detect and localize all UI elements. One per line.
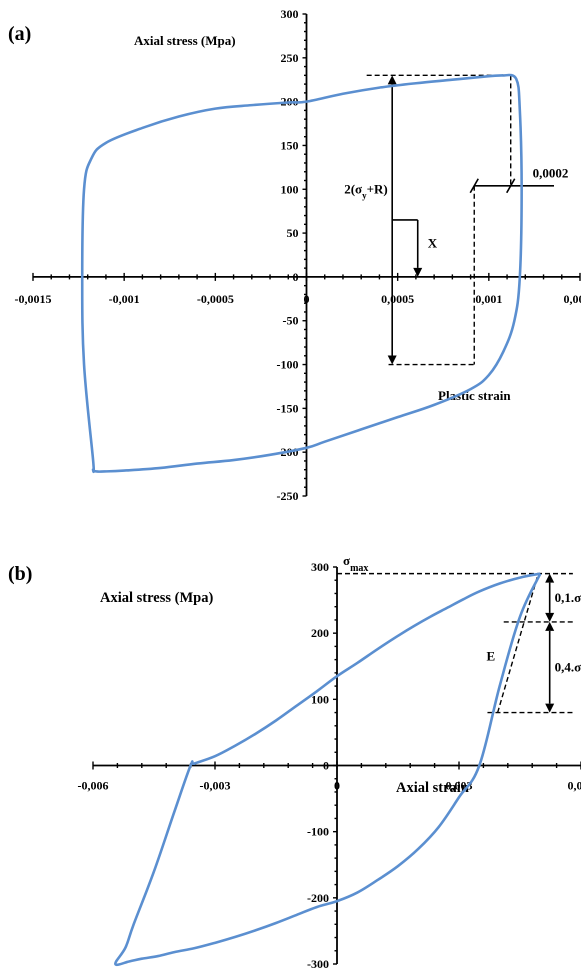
b-arrow-04-head-top bbox=[545, 621, 555, 631]
a-amplitude-arrow-head-bottom bbox=[387, 355, 397, 365]
panel-b: (b) Axial stress (Mpa) Axial strain -0,0… bbox=[8, 553, 581, 971]
panel-a-label: (a) bbox=[8, 23, 31, 45]
a-x-tick-label: 0,0005 bbox=[381, 292, 414, 306]
a-y-tick-label: 100 bbox=[281, 182, 299, 196]
a-backstress-arrow-head bbox=[413, 267, 423, 277]
panel-b-y-axis-title: Axial stress (Mpa) bbox=[100, 590, 213, 606]
b-x-tick-label: 0,006 bbox=[568, 779, 581, 793]
b-y-tick-label: -200 bbox=[307, 891, 329, 905]
b-y-tick-label: 200 bbox=[311, 626, 329, 640]
b-y-tick-label: -100 bbox=[307, 825, 329, 839]
b-label-01: 0,1.σmax bbox=[555, 590, 581, 609]
a-x-tick-label: -0,0015 bbox=[15, 292, 52, 306]
panel-b-label: (b) bbox=[8, 563, 32, 585]
a-y-tick-label: -150 bbox=[277, 401, 299, 415]
a-x-tick-label: -0,0005 bbox=[197, 292, 234, 306]
a-offset-tick-right bbox=[506, 178, 516, 194]
a-x-tick-label: -0,001 bbox=[109, 292, 140, 306]
b-elastic-slope-label: E bbox=[487, 648, 496, 663]
a-y-tick-label: -50 bbox=[283, 314, 299, 328]
b-hysteresis-loop bbox=[114, 572, 542, 967]
panel-b-x-axis-title: Axial strain bbox=[396, 780, 469, 796]
b-smax-label: σmax bbox=[343, 553, 368, 574]
panel-a-x-axis-title: Plastic strain bbox=[438, 388, 511, 403]
a-y-tick-label: 300 bbox=[281, 7, 299, 21]
b-arrow-04-head-bottom bbox=[545, 703, 555, 713]
a-amplitude-arrow-head-top bbox=[387, 75, 397, 85]
a-y-tick-label: -100 bbox=[277, 358, 299, 372]
b-label-04: 0,4.σmax bbox=[555, 660, 581, 679]
a-y-tick-label: 50 bbox=[287, 226, 299, 240]
b-y-tick-label: 100 bbox=[311, 692, 329, 706]
b-arrow-01-head-top bbox=[545, 573, 555, 583]
b-x-tick-label: -0,006 bbox=[78, 779, 109, 793]
b-elastic-slope-line bbox=[496, 573, 539, 713]
b-y-tick-label: 0 bbox=[323, 759, 329, 773]
a-hysteresis-loop bbox=[80, 73, 523, 474]
b-x-tick-label: -0,003 bbox=[200, 779, 231, 793]
a-y-tick-label: 150 bbox=[281, 138, 299, 152]
b-y-tick-label: -300 bbox=[307, 957, 329, 971]
a-offset-tick-left bbox=[469, 178, 479, 194]
a-y-tick-label: 0 bbox=[293, 270, 299, 284]
b-arrow-01-head-bottom bbox=[545, 612, 555, 622]
panel-a-y-axis-title: Axial stress (Mpa) bbox=[134, 33, 236, 48]
b-x-tick-label: 0 bbox=[334, 779, 340, 793]
a-y-tick-label: 250 bbox=[281, 51, 299, 65]
a-x-tick-label: 0 bbox=[304, 292, 310, 306]
a-y-tick-label: -250 bbox=[277, 489, 299, 503]
a-amplitude-label: 2(σy+R) bbox=[344, 181, 388, 200]
a-offset-label: 0,0002 bbox=[533, 165, 569, 180]
a-x-tick-label: 0,0015 bbox=[564, 292, 581, 306]
panel-a: (a) Axial stress (Mpa) Plastic strain -0… bbox=[8, 7, 581, 503]
a-x-tick-label: 0,001 bbox=[475, 292, 502, 306]
b-y-tick-label: 300 bbox=[311, 560, 329, 574]
a-backstress-label: X bbox=[428, 236, 438, 251]
